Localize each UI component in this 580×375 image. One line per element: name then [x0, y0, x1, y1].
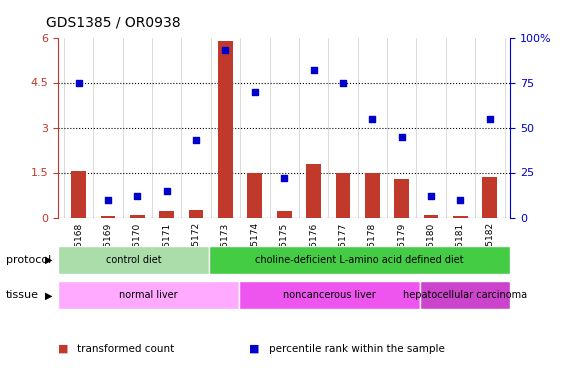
Point — [250, 88, 259, 94]
Point — [456, 196, 465, 202]
Text: ▶: ▶ — [45, 290, 52, 300]
Bar — [160, 211, 174, 218]
Point — [133, 193, 142, 199]
Point — [280, 175, 289, 181]
Bar — [365, 172, 380, 217]
Bar — [58, 246, 209, 274]
Point — [162, 188, 171, 194]
Text: tissue: tissue — [6, 290, 39, 300]
Point — [426, 193, 436, 199]
Text: transformed count: transformed count — [77, 344, 175, 354]
Text: normal liver: normal liver — [119, 290, 178, 300]
Text: ■: ■ — [249, 344, 263, 354]
Point — [485, 116, 495, 122]
Point — [368, 116, 377, 122]
Point — [103, 196, 113, 202]
Bar — [424, 215, 438, 217]
Bar — [100, 216, 115, 217]
Bar — [420, 281, 510, 309]
Text: ■: ■ — [58, 344, 72, 354]
Bar — [394, 178, 409, 218]
Bar — [71, 171, 86, 217]
Text: choline-deficient L-amino acid defined diet: choline-deficient L-amino acid defined d… — [255, 255, 464, 265]
Bar — [453, 216, 468, 217]
Bar — [277, 211, 292, 218]
Bar — [58, 281, 239, 309]
Point — [309, 67, 318, 73]
Bar — [218, 40, 233, 218]
Text: percentile rank within the sample: percentile rank within the sample — [269, 344, 444, 354]
Text: ▶: ▶ — [45, 255, 52, 265]
Text: protocol: protocol — [6, 255, 51, 265]
Point — [397, 134, 407, 140]
Bar — [239, 281, 420, 309]
Point — [74, 80, 83, 86]
Bar — [130, 215, 144, 217]
Text: hepatocellular carcinoma: hepatocellular carcinoma — [403, 290, 527, 300]
Text: noncancerous liver: noncancerous liver — [283, 290, 376, 300]
Bar — [483, 177, 497, 218]
Point — [191, 137, 201, 143]
Text: control diet: control diet — [106, 255, 161, 265]
Bar — [188, 210, 204, 218]
Bar — [209, 246, 510, 274]
Text: GDS1385 / OR0938: GDS1385 / OR0938 — [46, 15, 181, 29]
Bar — [336, 172, 350, 217]
Point — [338, 80, 347, 86]
Bar — [248, 172, 262, 217]
Point — [221, 47, 230, 53]
Bar — [306, 164, 321, 218]
